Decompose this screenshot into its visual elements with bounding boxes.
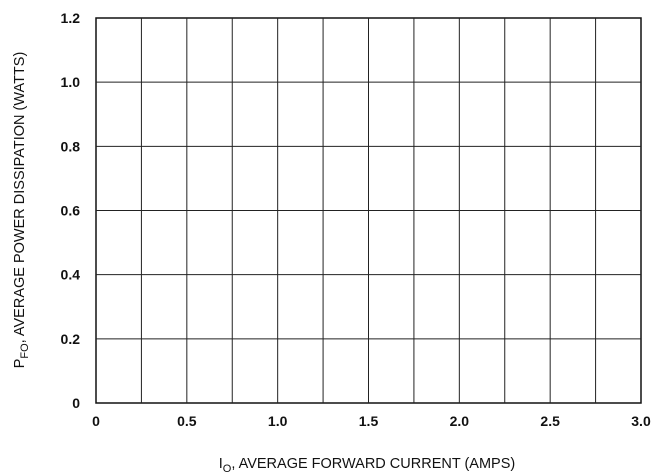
grid-lines bbox=[96, 18, 641, 403]
y-axis-label-prefix: P bbox=[12, 359, 28, 369]
plot-area bbox=[95, 17, 642, 404]
y-axis-label-subscript: FO bbox=[19, 343, 31, 359]
x-tick-label: 0 bbox=[92, 413, 100, 429]
x-axis-label-prefix: I bbox=[219, 456, 223, 472]
x-axis-label-text: , AVERAGE FORWARD CURRENT (AMPS) bbox=[231, 456, 515, 472]
y-tick-label: 0.6 bbox=[61, 203, 81, 219]
y-axis-label: PFO, AVERAGE POWER DISSIPATION (WATTS) bbox=[12, 52, 31, 369]
x-tick-label: 1.0 bbox=[268, 413, 288, 429]
y-tick-label: 0 bbox=[72, 395, 80, 411]
x-tick-label: 2.5 bbox=[540, 413, 560, 429]
y-tick-label: 0.8 bbox=[61, 138, 81, 154]
x-tick-label: 1.5 bbox=[359, 413, 379, 429]
x-tick-label: 3.0 bbox=[631, 413, 651, 429]
x-tick-labels: 0 0.5 1.0 1.5 2.0 2.5 3.0 bbox=[92, 413, 651, 429]
x-axis-label-subscript: O bbox=[223, 463, 232, 475]
y-tick-label: 1.2 bbox=[61, 10, 81, 26]
y-tick-labels: 0 0.2 0.4 0.6 0.8 1.0 1.2 bbox=[61, 10, 81, 411]
x-tick-label: 2.0 bbox=[450, 413, 470, 429]
y-tick-label: 0.2 bbox=[61, 331, 81, 347]
y-tick-label: 0.4 bbox=[61, 267, 81, 283]
y-axis-label-text: , AVERAGE POWER DISSIPATION (WATTS) bbox=[12, 52, 28, 344]
y-tick-label: 1.0 bbox=[61, 74, 81, 90]
x-tick-label: 0.5 bbox=[177, 413, 197, 429]
x-axis-label: IO, AVERAGE FORWARD CURRENT (AMPS) bbox=[219, 456, 515, 475]
